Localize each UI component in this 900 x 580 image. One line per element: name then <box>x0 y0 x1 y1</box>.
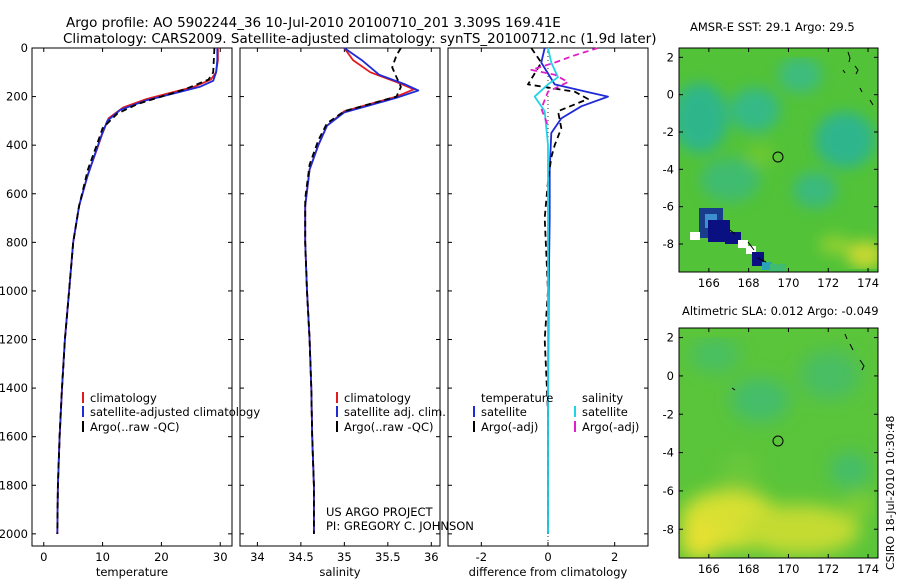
sla-coastline <box>731 333 865 391</box>
map-x-tick-label: 166 <box>698 276 720 290</box>
map-x-tick-label: 166 <box>698 562 720 576</box>
map-x-tick-label: 174 <box>857 276 879 290</box>
legend-label-sal-satellite: satellite <box>582 405 628 419</box>
y-tick-label: 600 <box>6 187 28 201</box>
difference-legend: temperature salinity satellite Argo(-adj… <box>473 391 639 434</box>
y-tick-label: 1800 <box>0 478 28 492</box>
legend-label-argo: Argo(..raw -QC) <box>90 420 180 434</box>
legend-label-satellite: satellite adj. clim. <box>344 405 446 419</box>
sst-map-title: AMSR-E SST: 29.1 Argo: 29.5 <box>690 20 855 34</box>
map-x-tick-label: 168 <box>738 562 760 576</box>
timestamp-stamp: CSIRO 18-Jul-2010 10:30:48 <box>884 416 897 570</box>
x-tick-label: 0 <box>40 550 47 564</box>
map-y-tick-label: 2 <box>667 331 674 345</box>
salinity-xlabel: salinity <box>319 565 360 579</box>
x-tick-label: 0 <box>544 550 551 564</box>
credit-pi: PI: GREGORY C. JOHNSON <box>326 519 474 533</box>
series-line-satellite-adj-clim- <box>304 47 420 534</box>
map-x-tick-label: 170 <box>777 562 799 576</box>
legend-label-satellite: satellite-adjusted climatology <box>90 405 260 419</box>
credit-project: US ARGO PROJECT <box>326 505 434 519</box>
salinity-frame <box>239 47 441 547</box>
map-y-tick-label: -4 <box>663 446 674 460</box>
series-line-salinity-argo-adj- <box>530 47 599 127</box>
sst-argo-marker <box>772 151 784 163</box>
legend-label-sal-argo: Argo(-adj) <box>582 420 639 434</box>
x-tick-label: 34.5 <box>288 550 314 564</box>
series-line-temperature-argo-adj- <box>527 47 589 534</box>
map-x-tick-label: 172 <box>817 276 839 290</box>
difference-xlabel: difference from climatology <box>469 565 628 579</box>
legend-label-argo: Argo(..raw -QC) <box>344 420 434 434</box>
x-tick-label: 35 <box>337 550 352 564</box>
map-ticks: 166 168 170 172 174 2 0 -2 -4 -6 -8 166 168 170 172 174… <box>663 48 879 576</box>
legend-header-salinity: salinity <box>582 391 623 405</box>
legend-label-climatology: climatology <box>90 391 157 405</box>
x-tick-label: 35.5 <box>375 550 401 564</box>
map-y-tick-label: -4 <box>663 162 674 176</box>
map-y-tick-label: -2 <box>663 125 674 139</box>
temperature-xlabel: temperature <box>96 565 168 579</box>
map-y-tick-label: -8 <box>663 237 674 251</box>
x-tick-label: 2 <box>611 550 618 564</box>
map-x-tick-label: 172 <box>817 562 839 576</box>
y-tick-label: 2000 <box>0 527 28 541</box>
y-tick-label: 1400 <box>0 381 28 395</box>
y-tick-label: 1000 <box>0 284 28 298</box>
legend-label-climatology: climatology <box>344 391 411 405</box>
map-x-tick-label: 174 <box>857 562 879 576</box>
sst-coastline <box>729 51 874 263</box>
salinity-legend: climatology satellite adj. clim. Argo(..… <box>336 391 446 434</box>
figure-title-line2: Climatology: CARS2009. Satellite-adjuste… <box>63 31 656 47</box>
figure-title-line1: Argo profile: AO 5902244_36 10-Jul-2010 … <box>66 15 561 31</box>
y-tick-label: 1200 <box>0 333 28 347</box>
series-line-satellite-adjusted-climatology <box>56 48 219 534</box>
x-tick-label: 30 <box>213 550 228 564</box>
y-tick-label: 800 <box>6 235 28 249</box>
temperature-frame <box>31 47 233 547</box>
map-y-tick-label: 0 <box>667 369 674 383</box>
x-tick-label: 10 <box>95 550 110 564</box>
series-line-salinity-satellite <box>533 47 559 534</box>
sst-map: AMSR-E SST: 29.1 Argo: 29.5 <box>678 20 879 273</box>
sst-cold-pixels <box>690 208 786 272</box>
map-y-tick-label: -6 <box>663 200 674 214</box>
x-tick-label: 20 <box>154 550 169 564</box>
x-tick-label: 36 <box>424 550 439 564</box>
x-tick-label: 34 <box>250 550 265 564</box>
series-line-argo-raw-qc- <box>304 47 402 534</box>
y-tick-label: 0 <box>21 41 28 55</box>
legend-label-temp-satellite: satellite <box>481 405 527 419</box>
series-line-argo-raw-qc- <box>56 47 216 534</box>
temperature-legend: climatology satellite-adjusted climatolo… <box>82 391 260 434</box>
map-x-tick-label: 170 <box>777 276 799 290</box>
map-y-tick-label: 0 <box>667 88 674 102</box>
sla-argo-marker <box>772 435 784 447</box>
legend-label-temp-argo: Argo(-adj) <box>481 420 538 434</box>
sla-map-title: Altimetric SLA: 0.012 Argo: -0.049 <box>682 304 879 318</box>
sla-map: Altimetric SLA: 0.012 Argo: -0.049 <box>678 304 879 559</box>
y-tick-label: 400 <box>6 138 28 152</box>
temperature-panel: 0 10 20 30 0 200 400 600 800 1000 1200 1400 1600 1800… <box>0 41 233 579</box>
legend-header-temperature: temperature <box>481 391 553 405</box>
map-x-tick-label: 168 <box>738 276 760 290</box>
map-y-tick-label: 2 <box>667 50 674 64</box>
y-tick-label: 200 <box>6 90 28 104</box>
x-tick-label: -2 <box>476 550 487 564</box>
map-y-tick-label: -2 <box>663 407 674 421</box>
map-y-tick-label: -6 <box>663 484 674 498</box>
y-tick-label: 1600 <box>0 430 28 444</box>
map-y-tick-label: -8 <box>663 522 674 536</box>
salinity-panel: 34 34.5 35 35.5 36 salinity <box>239 47 441 579</box>
